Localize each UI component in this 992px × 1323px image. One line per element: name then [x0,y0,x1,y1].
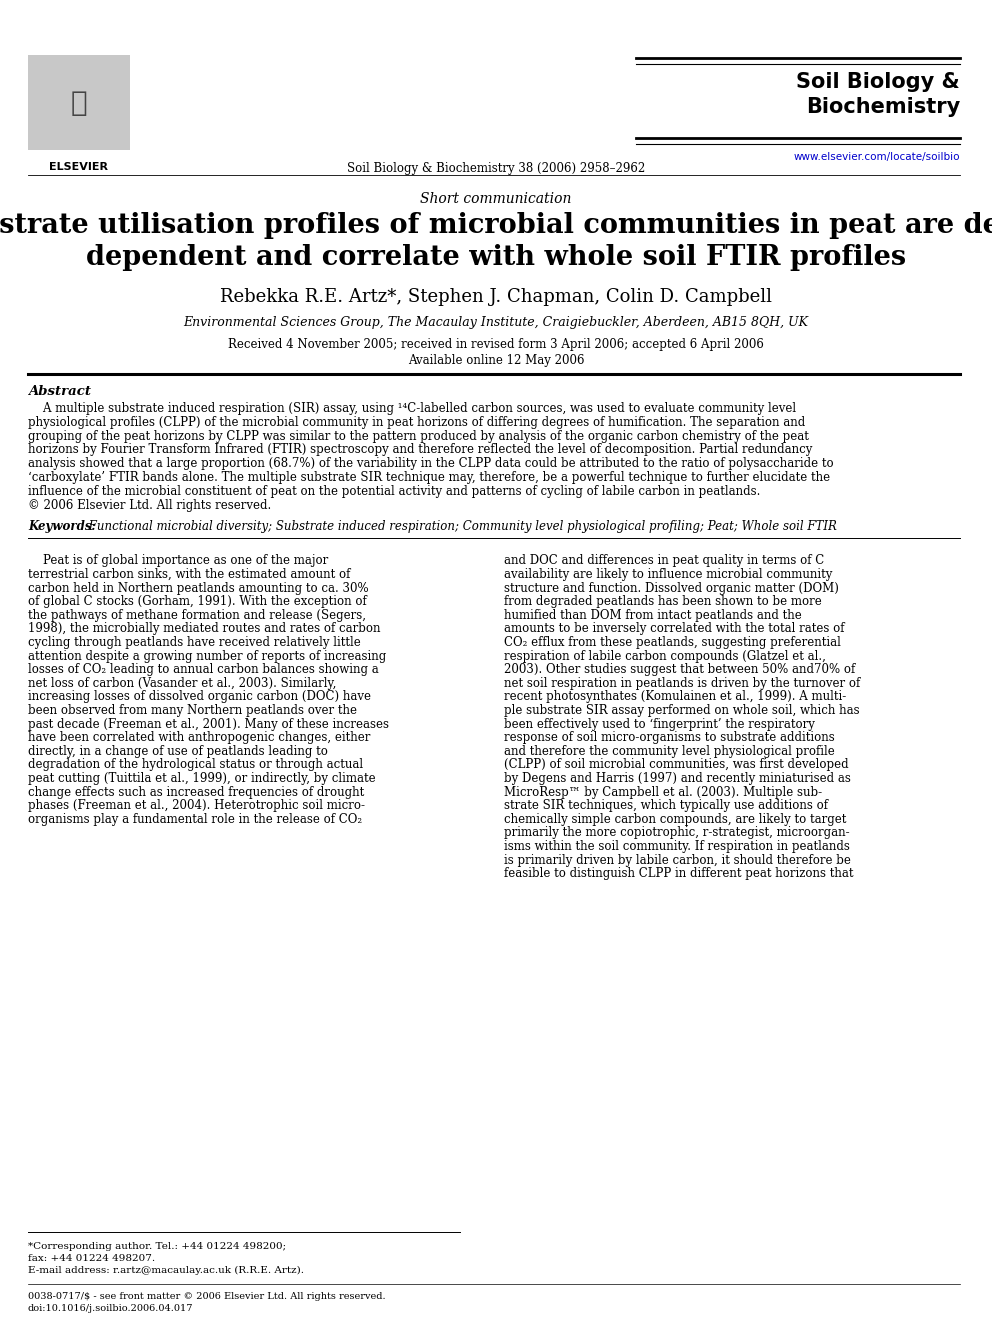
Text: have been correlated with anthropogenic changes, either: have been correlated with anthropogenic … [28,732,370,745]
Text: recent photosynthates (Komulainen et al., 1999). A multi-: recent photosynthates (Komulainen et al.… [504,691,846,704]
Text: increasing losses of dissolved organic carbon (DOC) have: increasing losses of dissolved organic c… [28,691,371,704]
Text: grouping of the peat horizons by CLPP was similar to the pattern produced by ana: grouping of the peat horizons by CLPP wa… [28,430,808,443]
Text: A multiple substrate induced respiration (SIR) assay, using ¹⁴C-labelled carbon : A multiple substrate induced respiration… [28,402,797,415]
Text: ELSEVIER: ELSEVIER [50,161,108,172]
Text: physiological profiles (CLPP) of the microbial community in peat horizons of dif: physiological profiles (CLPP) of the mic… [28,415,806,429]
Text: cycling through peatlands have received relatively little: cycling through peatlands have received … [28,636,361,650]
Text: Soil Biology & Biochemistry 38 (2006) 2958–2962: Soil Biology & Biochemistry 38 (2006) 29… [347,161,645,175]
Text: organisms play a fundamental role in the release of CO₂: organisms play a fundamental role in the… [28,812,362,826]
Text: dependent and correlate with whole soil FTIR profiles: dependent and correlate with whole soil … [86,243,906,271]
Text: Short communication: Short communication [421,192,571,206]
Text: www.elsevier.com/locate/soilbio: www.elsevier.com/locate/soilbio [794,152,960,161]
Text: attention despite a growing number of reports of increasing: attention despite a growing number of re… [28,650,386,663]
Text: Rebekka R.E. Artz*, Stephen J. Chapman, Colin D. Campbell: Rebekka R.E. Artz*, Stephen J. Chapman, … [220,288,772,306]
Text: analysis showed that a large proportion (68.7%) of the variability in the CLPP d: analysis showed that a large proportion … [28,458,833,470]
Text: Substrate utilisation profiles of microbial communities in peat are depth: Substrate utilisation profiles of microb… [0,212,992,239]
Bar [28,56,130,149]
Text: Abstract: Abstract [28,385,91,398]
Text: Available online 12 May 2006: Available online 12 May 2006 [408,355,584,366]
Text: carbon held in Northern peatlands amounting to ca. 30%: carbon held in Northern peatlands amount… [28,582,369,594]
Text: phases (Freeman et al., 2004). Heterotrophic soil micro-: phases (Freeman et al., 2004). Heterotro… [28,799,365,812]
Text: *Corresponding author. Tel.: +44 01224 498200;: *Corresponding author. Tel.: +44 01224 4… [28,1242,286,1252]
Text: change effects such as increased frequencies of drought: change effects such as increased frequen… [28,786,364,799]
Text: by Degens and Harris (1997) and recently miniaturised as: by Degens and Harris (1997) and recently… [504,773,851,785]
Text: of global C stocks (Gorham, 1991). With the exception of: of global C stocks (Gorham, 1991). With … [28,595,367,609]
Text: availability are likely to influence microbial community: availability are likely to influence mic… [504,568,832,581]
Text: peat cutting (Tuittila et al., 1999), or indirectly, by climate: peat cutting (Tuittila et al., 1999), or… [28,773,376,785]
Text: © 2006 Elsevier Ltd. All rights reserved.: © 2006 Elsevier Ltd. All rights reserved… [28,499,271,512]
Text: horizons by Fourier Transform Infrared (FTIR) spectroscopy and therefore reflect: horizons by Fourier Transform Infrared (… [28,443,812,456]
Text: respiration of labile carbon compounds (Glatzel et al.,: respiration of labile carbon compounds (… [504,650,826,663]
Text: net soil respiration in peatlands is driven by the turnover of: net soil respiration in peatlands is dri… [504,677,860,689]
Text: response of soil micro-organisms to substrate additions: response of soil micro-organisms to subs… [504,732,834,745]
Text: Received 4 November 2005; received in revised form 3 April 2006; accepted 6 Apri: Received 4 November 2005; received in re… [228,337,764,351]
Text: losses of CO₂ leading to annual carbon balances showing a: losses of CO₂ leading to annual carbon b… [28,663,379,676]
Text: Environmental Sciences Group, The Macaulay Institute, Craigiebuckler, Aberdeen, : Environmental Sciences Group, The Macaul… [184,316,808,329]
Text: degradation of the hydrological status or through actual: degradation of the hydrological status o… [28,758,363,771]
Text: 🌲: 🌲 [70,89,87,116]
Text: humified than DOM from intact peatlands and the: humified than DOM from intact peatlands … [504,609,802,622]
Text: feasible to distinguish CLPP in different peat horizons that: feasible to distinguish CLPP in differen… [504,867,853,880]
Text: from degraded peatlands has been shown to be more: from degraded peatlands has been shown t… [504,595,821,609]
Text: 0038-0717/$ - see front matter © 2006 Elsevier Ltd. All rights reserved.: 0038-0717/$ - see front matter © 2006 El… [28,1293,386,1301]
Text: is primarily driven by labile carbon, it should therefore be: is primarily driven by labile carbon, it… [504,853,851,867]
Text: Functional microbial diversity; Substrate induced respiration; Community level p: Functional microbial diversity; Substrat… [85,520,837,533]
Text: isms within the soil community. If respiration in peatlands: isms within the soil community. If respi… [504,840,850,853]
Text: chemically simple carbon compounds, are likely to target: chemically simple carbon compounds, are … [504,812,846,826]
Text: past decade (Freeman et al., 2001). Many of these increases: past decade (Freeman et al., 2001). Many… [28,717,389,730]
Text: been effectively used to ‘fingerprint’ the respiratory: been effectively used to ‘fingerprint’ t… [504,717,814,730]
Text: Soil Biology &
Biochemistry: Soil Biology & Biochemistry [797,71,960,116]
Text: Peat is of global importance as one of the major: Peat is of global importance as one of t… [28,554,328,568]
Text: structure and function. Dissolved organic matter (DOM): structure and function. Dissolved organi… [504,582,839,594]
Text: CO₂ efflux from these peatlands, suggesting preferential: CO₂ efflux from these peatlands, suggest… [504,636,841,650]
Text: (CLPP) of soil microbial communities, was first developed: (CLPP) of soil microbial communities, wa… [504,758,848,771]
Text: 2003). Other studies suggest that between 50% and70% of: 2003). Other studies suggest that betwee… [504,663,855,676]
Text: MicroResp™ by Campbell et al. (2003). Multiple sub-: MicroResp™ by Campbell et al. (2003). Mu… [504,786,822,799]
Text: 1998), the microbially mediated routes and rates of carbon: 1998), the microbially mediated routes a… [28,622,381,635]
Text: fax: +44 01224 498207.: fax: +44 01224 498207. [28,1254,155,1263]
Text: influence of the microbial constituent of peat on the potential activity and pat: influence of the microbial constituent o… [28,484,761,497]
Text: net loss of carbon (Vasander et al., 2003). Similarly,: net loss of carbon (Vasander et al., 200… [28,677,336,689]
Text: strate SIR techniques, which typically use additions of: strate SIR techniques, which typically u… [504,799,828,812]
Text: E-mail address: r.artz@macaulay.ac.uk (R.R.E. Artz).: E-mail address: r.artz@macaulay.ac.uk (R… [28,1266,304,1275]
Text: amounts to be inversely correlated with the total rates of: amounts to be inversely correlated with … [504,622,844,635]
Text: and therefore the community level physiological profile: and therefore the community level physio… [504,745,834,758]
Text: Keywords:: Keywords: [28,520,96,533]
Text: and DOC and differences in peat quality in terms of C: and DOC and differences in peat quality … [504,554,824,568]
Text: been observed from many Northern peatlands over the: been observed from many Northern peatlan… [28,704,357,717]
Text: doi:10.1016/j.soilbio.2006.04.017: doi:10.1016/j.soilbio.2006.04.017 [28,1304,193,1312]
Text: the pathways of methane formation and release (Segers,: the pathways of methane formation and re… [28,609,366,622]
Text: ‘carboxylate’ FTIR bands alone. The multiple substrate SIR technique may, theref: ‘carboxylate’ FTIR bands alone. The mult… [28,471,830,484]
Text: ple substrate SIR assay performed on whole soil, which has: ple substrate SIR assay performed on who… [504,704,860,717]
Text: primarily the more copiotrophic, r-strategist, microorgan-: primarily the more copiotrophic, r-strat… [504,827,849,839]
Text: directly, in a change of use of peatlands leading to: directly, in a change of use of peatland… [28,745,328,758]
Text: terrestrial carbon sinks, with the estimated amount of: terrestrial carbon sinks, with the estim… [28,568,350,581]
